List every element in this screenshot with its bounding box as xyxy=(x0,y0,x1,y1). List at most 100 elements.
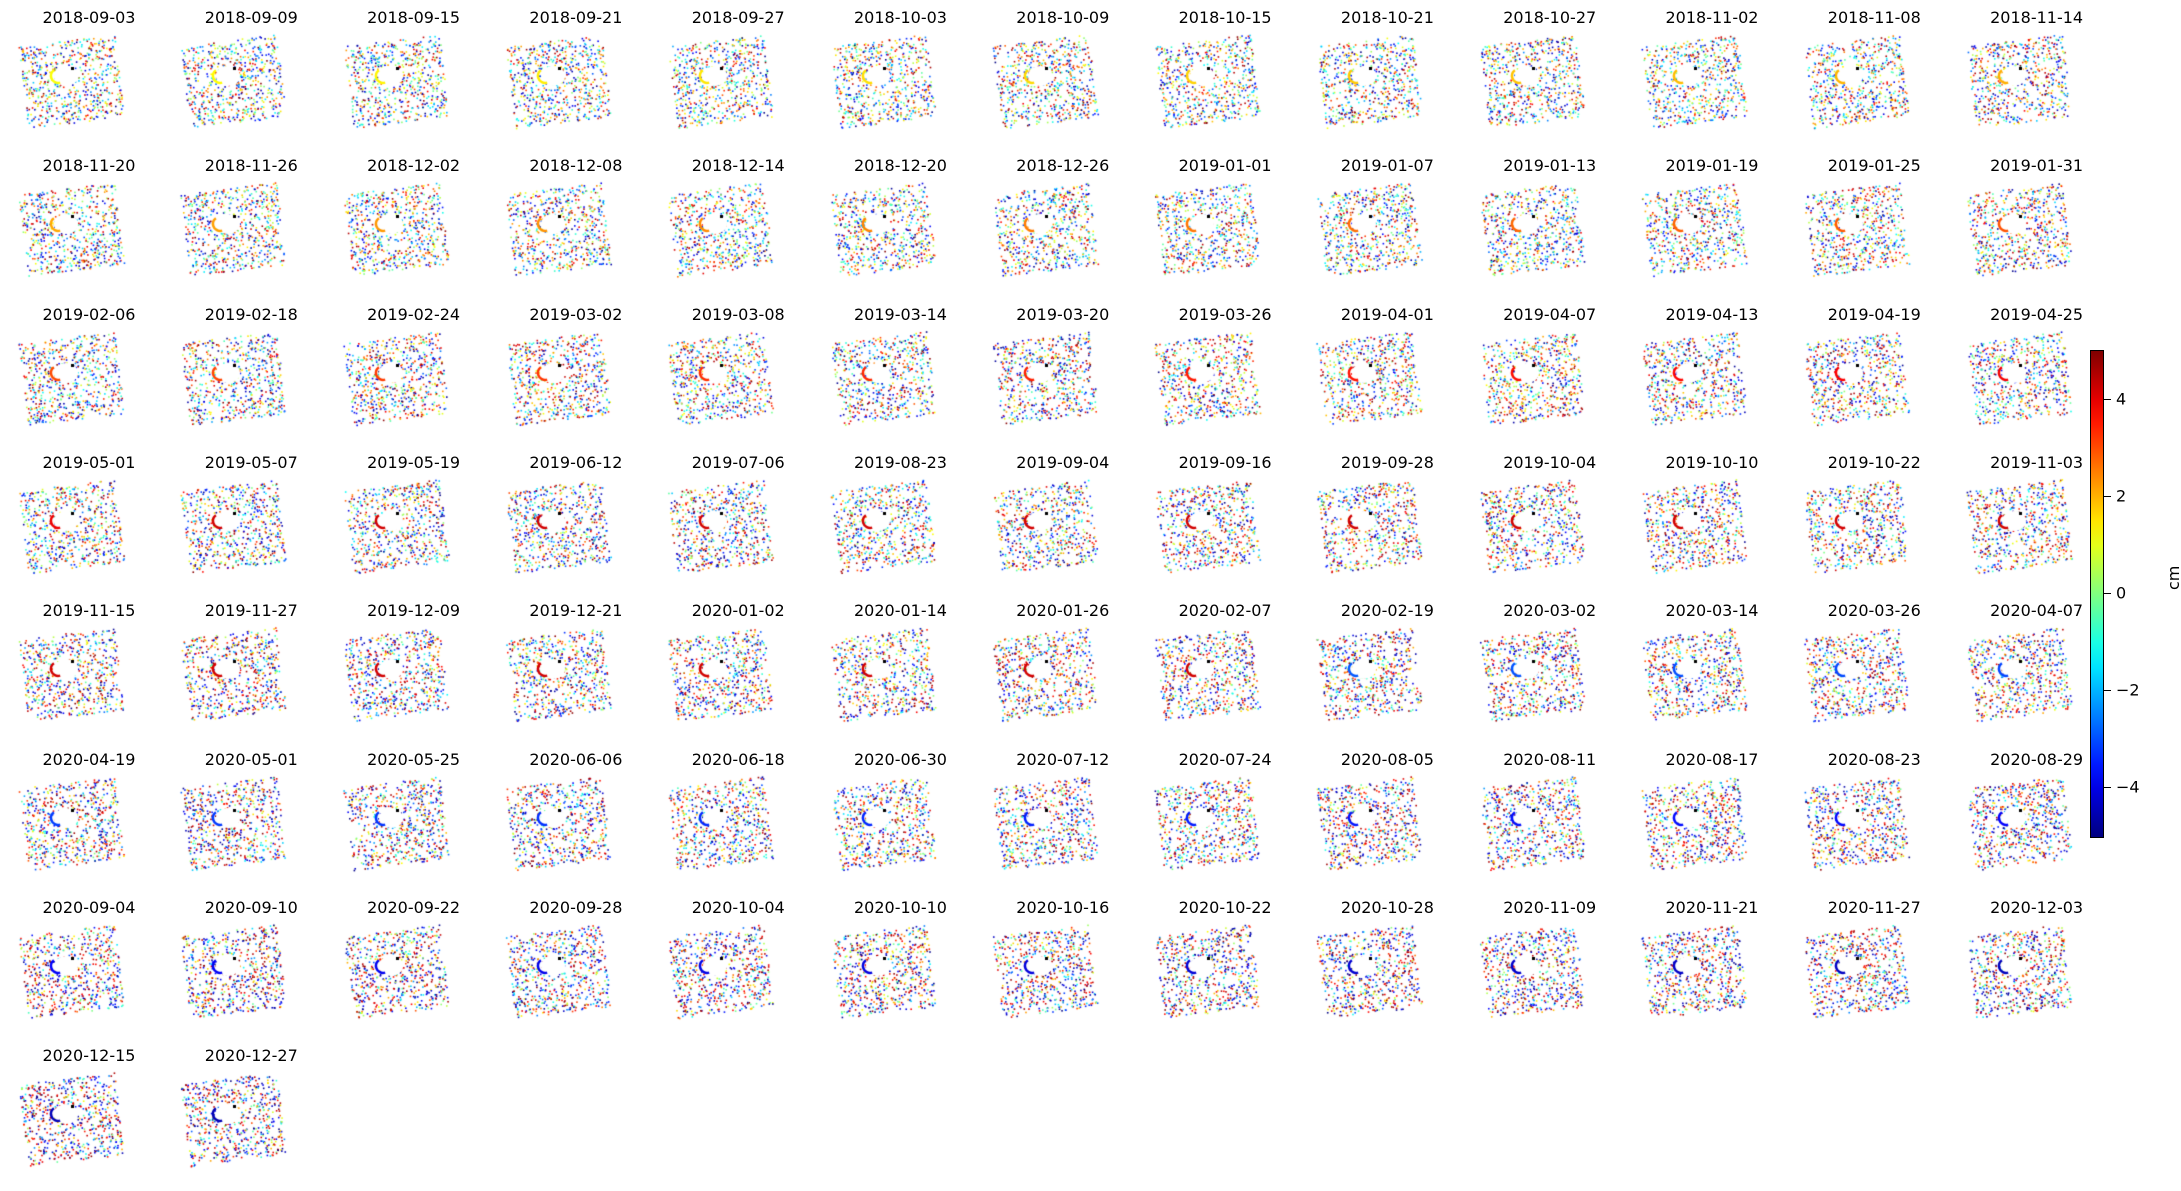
displacement-scatter xyxy=(987,328,1103,429)
displacement-scatter xyxy=(1474,328,1590,429)
panel-2020-03-02: 2020-03-02 xyxy=(1474,601,1625,746)
panel-date-label: 2019-01-19 xyxy=(1665,156,1759,176)
panel-date-label: 2019-03-26 xyxy=(1178,304,1272,324)
panel-2019-03-08: 2019-03-08 xyxy=(663,305,813,450)
panel-2019-11-03: 2019-11-03 xyxy=(1961,453,2112,598)
panel-date-label: 2020-08-29 xyxy=(1990,749,2084,769)
displacement-scatter xyxy=(1637,180,1752,281)
panel-date-label: 2019-09-04 xyxy=(1016,452,1110,472)
panel-2019-07-06: 2019-07-06 xyxy=(663,453,813,598)
panel-2020-10-28: 2020-10-28 xyxy=(1312,898,1462,1043)
displacement-scatter xyxy=(1799,921,1915,1022)
panel-2020-04-19: 2020-04-19 xyxy=(14,750,164,895)
panel-date-label: 2020-10-16 xyxy=(1016,897,1110,917)
panel-2019-03-14: 2019-03-14 xyxy=(825,305,976,450)
panel-2020-08-17: 2020-08-17 xyxy=(1637,750,1787,895)
panel-date-label: 2019-05-19 xyxy=(367,452,461,472)
panel-2020-08-05: 2020-08-05 xyxy=(1312,750,1462,895)
panel-2020-05-01: 2020-05-01 xyxy=(176,750,326,895)
panel-date-label: 2018-09-15 xyxy=(367,8,461,27)
displacement-scatter xyxy=(1961,476,2077,577)
displacement-scatter xyxy=(1150,921,1266,1022)
panel-2020-06-06: 2020-06-06 xyxy=(500,749,651,895)
panel-2020-03-14: 2020-03-14 xyxy=(1637,601,1787,746)
panel-2019-03-02: 2019-03-02 xyxy=(500,305,651,450)
colorbar-tick xyxy=(2104,593,2111,594)
panel-2018-11-14: 2018-11-14 xyxy=(1961,8,2112,153)
panel-2020-01-02: 2020-01-02 xyxy=(663,601,813,746)
displacement-scatter xyxy=(176,32,292,132)
displacement-scatter xyxy=(1150,773,1266,874)
displacement-scatter xyxy=(14,625,129,726)
panel-2019-04-07: 2019-04-07 xyxy=(1474,305,1625,450)
panel-date-label: 2018-10-09 xyxy=(1016,8,1110,27)
panel-date-label: 2020-06-06 xyxy=(529,749,623,769)
panel-date-label: 2019-01-07 xyxy=(1340,156,1434,176)
panel-date-label: 2018-10-21 xyxy=(1340,8,1434,27)
panel-date-label: 2019-04-19 xyxy=(1827,304,1921,324)
displacement-scatter xyxy=(1799,625,1915,726)
panel-2020-10-16: 2020-10-16 xyxy=(987,897,1138,1043)
panel-date-label: 2020-12-15 xyxy=(42,1046,136,1066)
displacement-scatter xyxy=(1961,921,2077,1022)
displacement-scatter xyxy=(338,476,454,577)
panel-2019-06-12: 2019-06-12 xyxy=(500,453,651,598)
panel-date-label: 2018-11-02 xyxy=(1665,8,1759,27)
panel-2018-09-09: 2018-09-09 xyxy=(176,8,326,153)
panel-date-label: 2019-12-21 xyxy=(529,601,623,621)
colorbar-tick xyxy=(2104,787,2111,789)
displacement-scatter xyxy=(14,1070,129,1171)
displacement-scatter xyxy=(1961,625,2077,726)
displacement-scatter xyxy=(1799,328,1915,429)
panel-date-label: 2019-02-24 xyxy=(367,304,461,324)
panel-date-label: 2020-11-21 xyxy=(1665,897,1759,917)
displacement-scatter xyxy=(825,921,941,1022)
panel-date-label: 2020-04-19 xyxy=(42,749,136,769)
panel-date-label: 2018-12-20 xyxy=(854,156,947,176)
displacement-scatter xyxy=(663,328,779,429)
panel-2019-12-21: 2019-12-21 xyxy=(500,601,651,746)
panel-2019-01-31: 2019-01-31 xyxy=(1961,156,2112,301)
panel-date-label: 2020-09-28 xyxy=(529,897,623,917)
panel-2019-01-01: 2019-01-01 xyxy=(1150,156,1300,301)
panel-2020-08-23: 2020-08-23 xyxy=(1799,750,1949,895)
displacement-scatter xyxy=(825,328,941,429)
panel-2018-09-15: 2018-09-15 xyxy=(338,8,489,153)
panel-date-label: 2019-05-01 xyxy=(42,452,136,472)
displacement-scatter xyxy=(176,180,292,281)
displacement-scatter xyxy=(338,328,454,429)
panel-date-label: 2020-09-04 xyxy=(42,897,136,917)
panel-date-label: 2019-12-09 xyxy=(367,601,461,621)
displacement-scatter xyxy=(1637,773,1752,874)
panel-date-label: 2018-09-03 xyxy=(42,8,136,27)
panel-2020-12-03: 2020-12-03 xyxy=(1961,897,2112,1043)
displacement-scatter xyxy=(1961,32,2077,132)
panel-2020-11-21: 2020-11-21 xyxy=(1637,898,1787,1043)
displacement-scatter xyxy=(176,921,292,1022)
panel-2020-07-12: 2020-07-12 xyxy=(987,750,1138,895)
displacement-scatter xyxy=(500,180,616,281)
panel-2019-02-18: 2019-02-18 xyxy=(176,305,326,450)
panel-2020-11-09: 2020-11-09 xyxy=(1474,897,1625,1043)
displacement-scatter xyxy=(1637,625,1752,726)
panel-date-label: 2019-04-13 xyxy=(1665,304,1759,324)
displacement-scatter xyxy=(1474,921,1590,1022)
panel-date-label: 2020-11-09 xyxy=(1503,897,1597,917)
displacement-scatter xyxy=(987,625,1103,726)
displacement-scatter xyxy=(338,625,454,726)
panel-2019-11-15: 2019-11-15 xyxy=(14,601,164,746)
panel-2018-10-21: 2018-10-21 xyxy=(1312,8,1462,153)
panel-date-label: 2020-01-26 xyxy=(1016,601,1110,621)
panel-2018-12-08: 2018-12-08 xyxy=(500,156,651,301)
panel-date-label: 2020-04-07 xyxy=(1990,601,2084,621)
panel-date-label: 2020-03-14 xyxy=(1665,601,1759,621)
panel-2019-04-19: 2019-04-19 xyxy=(1799,305,1949,450)
displacement-scatter xyxy=(500,773,616,874)
panel-2020-09-04: 2020-09-04 xyxy=(14,898,164,1043)
displacement-scatter xyxy=(663,921,779,1022)
displacement-scatter xyxy=(825,773,941,874)
panel-2020-04-07: 2020-04-07 xyxy=(1961,601,2112,746)
colorbar-tick xyxy=(2104,398,2111,400)
panel-date-label: 2020-12-03 xyxy=(1990,897,2084,917)
